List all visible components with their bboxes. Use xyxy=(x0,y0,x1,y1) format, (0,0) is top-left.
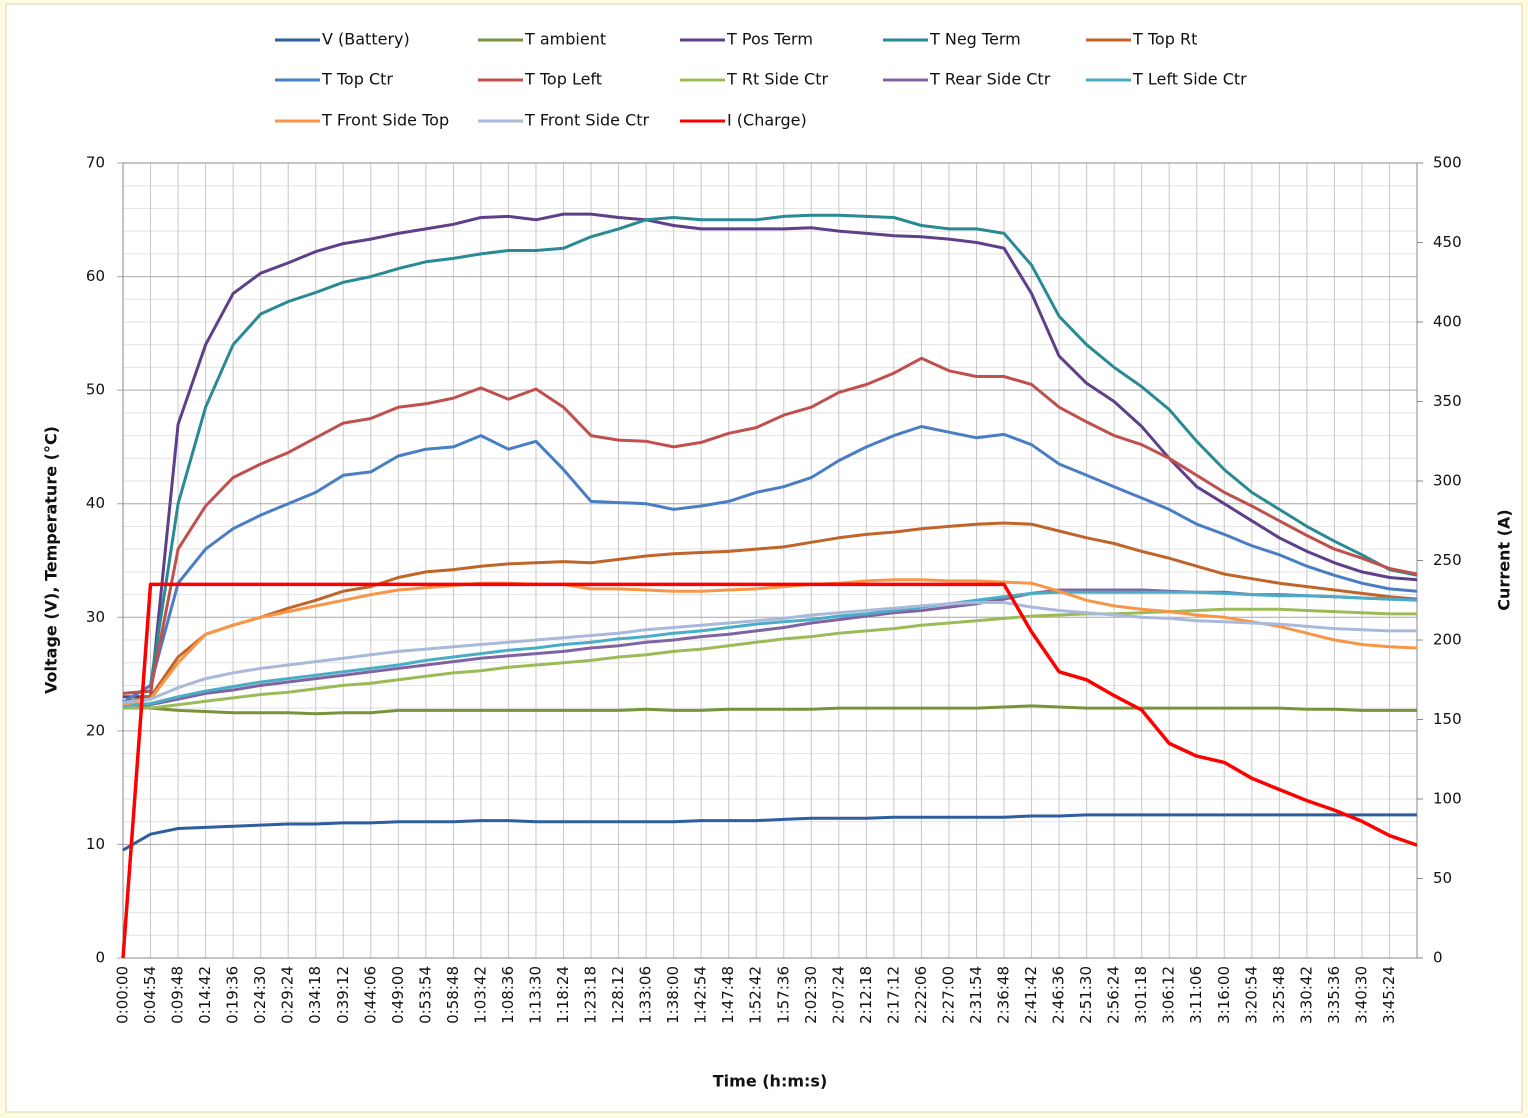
x-tick-label: 3:01:18 xyxy=(1132,966,1150,1024)
series-line xyxy=(122,521,1418,704)
series-line xyxy=(122,213,1418,704)
legend-label: T Pos Term xyxy=(726,30,813,49)
y2-tick-label: 0 xyxy=(1433,949,1443,967)
series-line xyxy=(121,582,1418,959)
x-tick-label: 1:47:48 xyxy=(719,966,737,1024)
y-tick-label: 40 xyxy=(86,494,105,512)
y2-tick-label: 100 xyxy=(1433,790,1462,808)
y-tick-label: 10 xyxy=(86,835,105,853)
x-tick-label: 2:41:42 xyxy=(1022,966,1040,1024)
series-line xyxy=(122,601,1417,704)
series-line xyxy=(122,356,1418,695)
y2-tick-label: 500 xyxy=(1433,154,1462,172)
x-tick-label: 3:40:30 xyxy=(1352,966,1370,1024)
series-line xyxy=(123,212,1418,699)
legend-label: T Rt Side Ctr xyxy=(726,70,828,89)
x-tick-label: 1:52:42 xyxy=(747,966,765,1024)
x-tick-label: 3:30:42 xyxy=(1297,966,1315,1024)
x-tick-label: 1:57:36 xyxy=(774,966,792,1024)
legend-label: I (Charge) xyxy=(727,111,807,130)
x-tick-label: 0:04:54 xyxy=(141,966,159,1024)
plot-border xyxy=(122,162,1418,959)
legend-label: T Neg Term xyxy=(929,30,1021,49)
y2-axis-title: Current (A) xyxy=(1495,509,1514,610)
y-tick-label: 20 xyxy=(86,721,105,739)
legend-label: T Rear Side Ctr xyxy=(929,70,1051,89)
x-tick-label: 2:31:54 xyxy=(967,966,985,1024)
x-tick-label: 3:16:00 xyxy=(1215,966,1233,1024)
x-tick-label: 1:23:18 xyxy=(582,966,600,1024)
y-tick-label: 50 xyxy=(86,381,105,399)
legend-label: T Left Side Ctr xyxy=(1132,70,1247,89)
series-line xyxy=(122,813,1417,852)
y-tick-label: 0 xyxy=(95,949,105,967)
legend-label: T Top Ctr xyxy=(321,70,393,89)
x-tick-label: 0:49:00 xyxy=(389,966,407,1024)
y2-tick-label: 250 xyxy=(1433,551,1462,569)
x-tick-label: 2:51:30 xyxy=(1077,966,1095,1024)
series-line xyxy=(122,701,1417,716)
y-tick-label: 70 xyxy=(86,154,105,172)
x-tick-label: 3:20:54 xyxy=(1242,966,1260,1024)
x-tick-label: 1:38:00 xyxy=(664,966,682,1024)
y-tick-label: 60 xyxy=(86,267,105,285)
y-tick-label: 30 xyxy=(86,608,105,626)
legend-label: T ambient xyxy=(524,30,606,49)
x-tick-label: 1:28:12 xyxy=(609,966,627,1024)
series-line xyxy=(122,578,1418,707)
x-tick-label: 1:33:06 xyxy=(637,966,655,1024)
x-tick-label: 1:08:36 xyxy=(499,966,517,1024)
x-tick-label: 0:34:18 xyxy=(306,966,324,1024)
x-tick-label: 2:02:30 xyxy=(802,966,820,1024)
x-axis-title: Time (h:m:s) xyxy=(713,1072,828,1091)
x-tick-label: 2:17:12 xyxy=(884,966,902,1024)
y2-tick-label: 350 xyxy=(1433,392,1462,410)
x-tick-label: 2:07:24 xyxy=(829,966,847,1024)
x-tick-label: 2:36:48 xyxy=(995,966,1013,1024)
x-tick-label: 3:06:12 xyxy=(1160,966,1178,1024)
legend-label: T Front Side Ctr xyxy=(524,111,650,130)
y-axis-title: Voltage (V), Temperature (°C) xyxy=(42,426,61,694)
x-tick-label: 2:27:00 xyxy=(939,966,957,1024)
y2-tick-label: 200 xyxy=(1433,631,1462,649)
x-tick-label: 1:42:54 xyxy=(692,966,710,1024)
x-tick-label: 3:45:24 xyxy=(1380,966,1398,1024)
x-tick-label: 0:09:48 xyxy=(169,966,187,1024)
x-tick-label: 0:00:00 xyxy=(114,966,132,1024)
x-tick-label: 3:25:48 xyxy=(1270,966,1288,1024)
x-tick-label: 1:18:24 xyxy=(554,966,572,1024)
y2-tick-label: 300 xyxy=(1433,472,1462,490)
y2-tick-label: 50 xyxy=(1433,869,1452,887)
x-tick-label: 0:58:48 xyxy=(444,966,462,1024)
series-line xyxy=(123,607,1417,710)
x-tick-label: 0:19:36 xyxy=(224,966,242,1024)
x-tick-label: 2:22:06 xyxy=(912,966,930,1024)
y2-tick-label: 450 xyxy=(1433,233,1462,251)
x-tick-label: 0:39:12 xyxy=(334,966,352,1024)
legend-label: T Front Side Top xyxy=(321,111,449,130)
x-tick-label: 0:24:30 xyxy=(251,966,269,1024)
x-tick-label: 0:14:42 xyxy=(196,966,214,1024)
chart-area xyxy=(5,3,1523,1113)
x-tick-label: 3:11:06 xyxy=(1187,966,1205,1024)
x-tick-label: 0:29:24 xyxy=(279,966,297,1024)
x-tick-label: 0:44:06 xyxy=(361,966,379,1024)
x-tick-label: 3:35:36 xyxy=(1325,966,1343,1024)
series-line xyxy=(122,425,1418,704)
x-tick-label: 2:12:18 xyxy=(857,966,875,1024)
x-tick-label: 2:56:24 xyxy=(1105,966,1123,1024)
x-tick-label: 0:53:54 xyxy=(416,966,434,1024)
x-tick-label: 1:03:42 xyxy=(471,966,489,1024)
y2-tick-label: 150 xyxy=(1433,710,1462,728)
legend-label: T Top Left xyxy=(524,70,602,89)
legend-label: V (Battery) xyxy=(322,30,410,49)
x-tick-label: 1:13:30 xyxy=(526,966,544,1024)
legend-label: T Top Rt xyxy=(1132,30,1197,49)
y2-tick-label: 400 xyxy=(1433,313,1462,331)
series-line xyxy=(122,590,1418,708)
x-tick-label: 2:46:36 xyxy=(1050,966,1068,1024)
